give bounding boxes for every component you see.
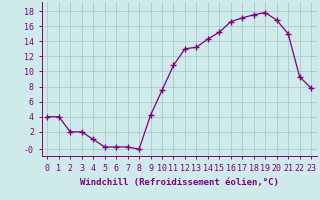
X-axis label: Windchill (Refroidissement éolien,°C): Windchill (Refroidissement éolien,°C) <box>80 178 279 187</box>
